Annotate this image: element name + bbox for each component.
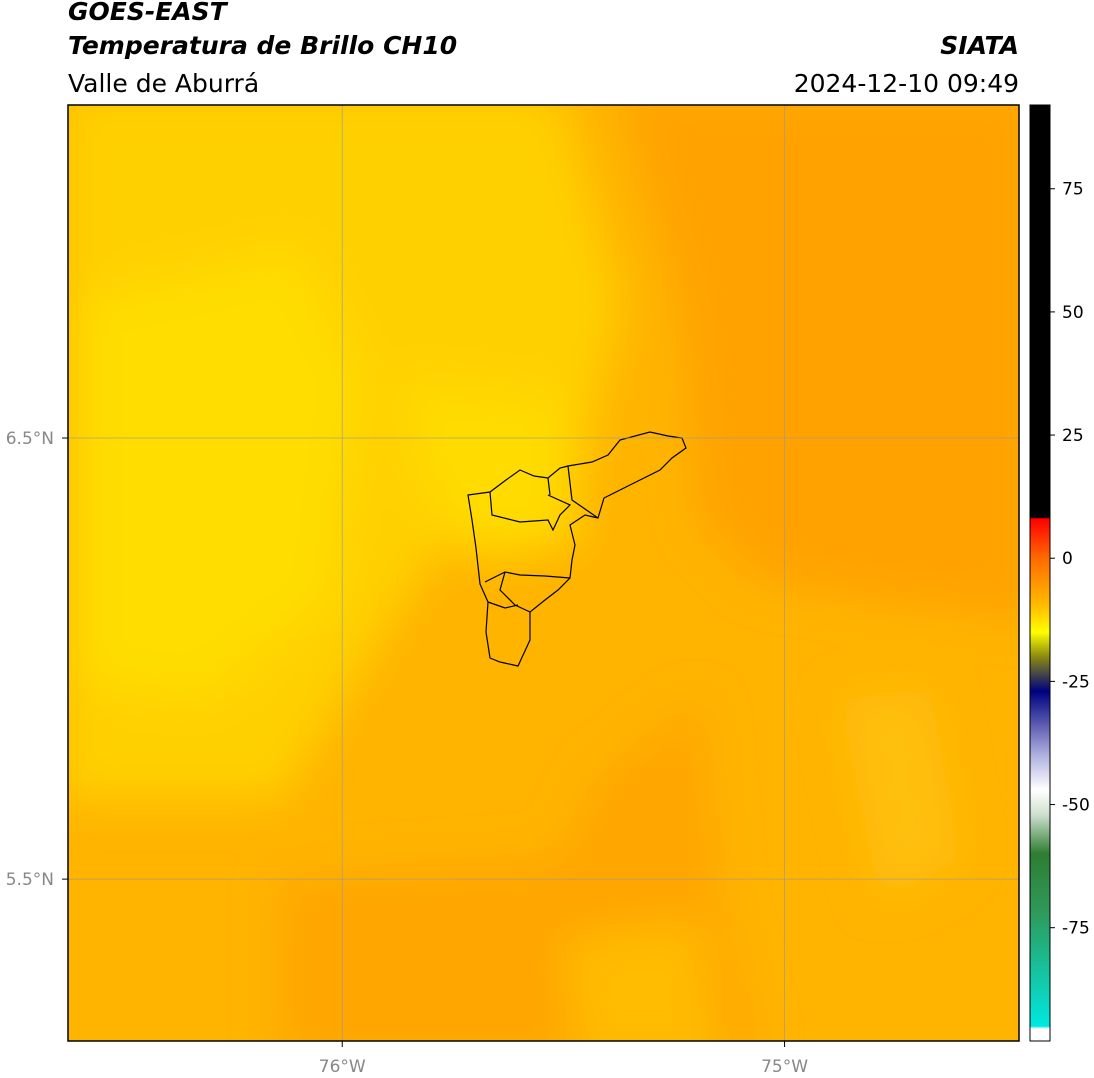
colorbar-tick-label: -50 [1062,796,1090,816]
region: Valle de Aburrá [68,69,259,98]
title: GOES-EAST [68,0,229,26]
map-frame [67,104,1020,1042]
colorbar-tick-label: 75 [1062,180,1084,200]
x-tick-label: 76°W [319,1057,366,1077]
colorbar [1029,104,1051,1042]
source: SIATA [940,31,1019,60]
graticule [68,105,1019,1041]
colorbar-tick-label: -25 [1062,672,1090,692]
x-tick-label: 75°W [761,1057,808,1077]
colorbar-tick-label: 50 [1062,303,1084,323]
map-field [68,105,1019,1041]
colorbar-tick-label: 25 [1062,426,1084,446]
y-tick-label: 6.5°N [6,429,54,449]
subtitle: Temperatura de Brillo CH10 [68,31,457,60]
y-tick-label: 5.5°N [6,870,54,890]
boundaries [467,431,687,667]
colorbar-tick-label: 0 [1062,549,1073,569]
datetime: 2024-12-10 09:49 [794,69,1019,98]
colorbar-tick-label: -75 [1062,919,1090,939]
